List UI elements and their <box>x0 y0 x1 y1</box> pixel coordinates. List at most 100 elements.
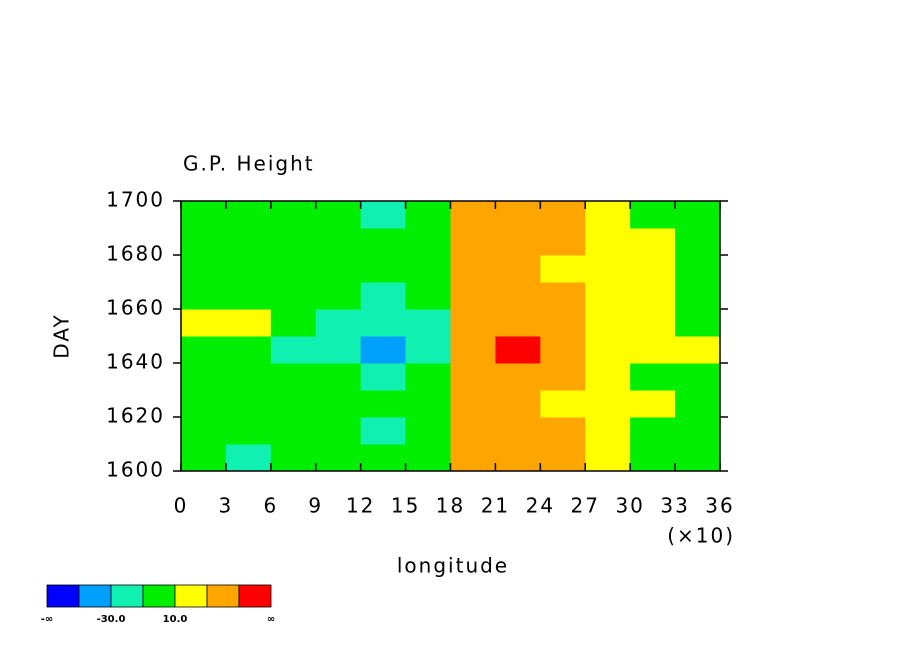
cell <box>360 282 407 310</box>
x-tick-label: 15 <box>391 494 420 518</box>
colorbar-swatch <box>46 584 80 608</box>
cell <box>360 255 407 283</box>
cell <box>495 390 541 418</box>
cell <box>540 255 586 283</box>
cell <box>585 309 631 337</box>
colorbar-label: ∞ <box>267 614 275 625</box>
cell <box>585 390 631 418</box>
cell <box>585 444 631 472</box>
cell <box>450 336 496 364</box>
cell <box>181 282 227 310</box>
cell <box>225 201 272 229</box>
cell <box>225 336 272 364</box>
cell <box>675 444 721 472</box>
colorbar-swatch <box>206 584 240 608</box>
cell <box>405 201 451 229</box>
cell <box>630 309 676 337</box>
colorbar-label: -30.0 <box>97 614 126 625</box>
cell <box>225 255 272 283</box>
cell <box>315 336 362 364</box>
cell <box>360 336 407 364</box>
cell <box>630 228 676 256</box>
colorbar-swatch <box>110 584 144 608</box>
cell <box>450 444 496 472</box>
cell <box>540 282 586 310</box>
cell <box>630 201 676 229</box>
cell <box>270 444 317 472</box>
cell <box>495 228 541 256</box>
x-tick-label: 0 <box>174 494 189 518</box>
cell <box>270 363 317 391</box>
cell <box>405 444 451 472</box>
cell <box>360 444 407 472</box>
cell <box>315 363 362 391</box>
cell <box>675 201 721 229</box>
cell <box>585 228 631 256</box>
cell <box>675 363 721 391</box>
cell <box>540 363 586 391</box>
y-tick-label: 1600 <box>106 458 165 482</box>
cell <box>630 444 676 472</box>
cell <box>360 228 407 256</box>
y-axis-label: DAY <box>50 313 74 358</box>
cell <box>450 282 496 310</box>
colorbar-swatch <box>238 584 272 608</box>
cell <box>495 363 541 391</box>
x-tick-label: 24 <box>526 494 555 518</box>
cell <box>630 336 676 364</box>
cell <box>585 201 631 229</box>
cell <box>315 444 362 472</box>
cell <box>405 282 451 310</box>
cell <box>450 228 496 256</box>
cell <box>540 336 586 364</box>
cell <box>405 390 451 418</box>
cell <box>360 201 407 229</box>
cell <box>675 255 721 283</box>
cell <box>270 201 317 229</box>
cell <box>181 309 227 337</box>
cell <box>181 336 227 364</box>
x-tick-label: 21 <box>481 494 510 518</box>
cell <box>540 444 586 472</box>
cell <box>360 363 407 391</box>
cell <box>540 228 586 256</box>
cell <box>360 417 407 445</box>
cell <box>495 336 541 364</box>
cell <box>225 444 272 472</box>
cell <box>585 255 631 283</box>
cell <box>495 282 541 310</box>
cell <box>675 390 721 418</box>
cell <box>405 228 451 256</box>
cell <box>540 201 586 229</box>
cell <box>315 309 362 337</box>
colorbar-swatch <box>78 584 112 608</box>
cell <box>270 417 317 445</box>
cell <box>585 282 631 310</box>
cell <box>450 417 496 445</box>
x-tick-label: 9 <box>308 494 323 518</box>
colorbar-swatch <box>142 584 176 608</box>
y-tick-label: 1640 <box>106 350 165 374</box>
cell <box>270 390 317 418</box>
cell <box>270 255 317 283</box>
cell <box>450 309 496 337</box>
x-tick-label: 27 <box>571 494 600 518</box>
cell <box>315 417 362 445</box>
colorbar-swatch <box>174 584 208 608</box>
cell <box>181 390 227 418</box>
cell <box>540 417 586 445</box>
colorbar-label: 10.0 <box>163 614 188 625</box>
cell <box>630 363 676 391</box>
cell <box>315 255 362 283</box>
cell <box>270 309 317 337</box>
cell <box>270 228 317 256</box>
cell <box>675 309 721 337</box>
cell <box>405 255 451 283</box>
cell <box>675 417 721 445</box>
cell <box>405 363 451 391</box>
cell <box>675 336 721 364</box>
cell <box>585 417 631 445</box>
cell <box>360 390 407 418</box>
y-tick-label: 1620 <box>106 404 165 428</box>
